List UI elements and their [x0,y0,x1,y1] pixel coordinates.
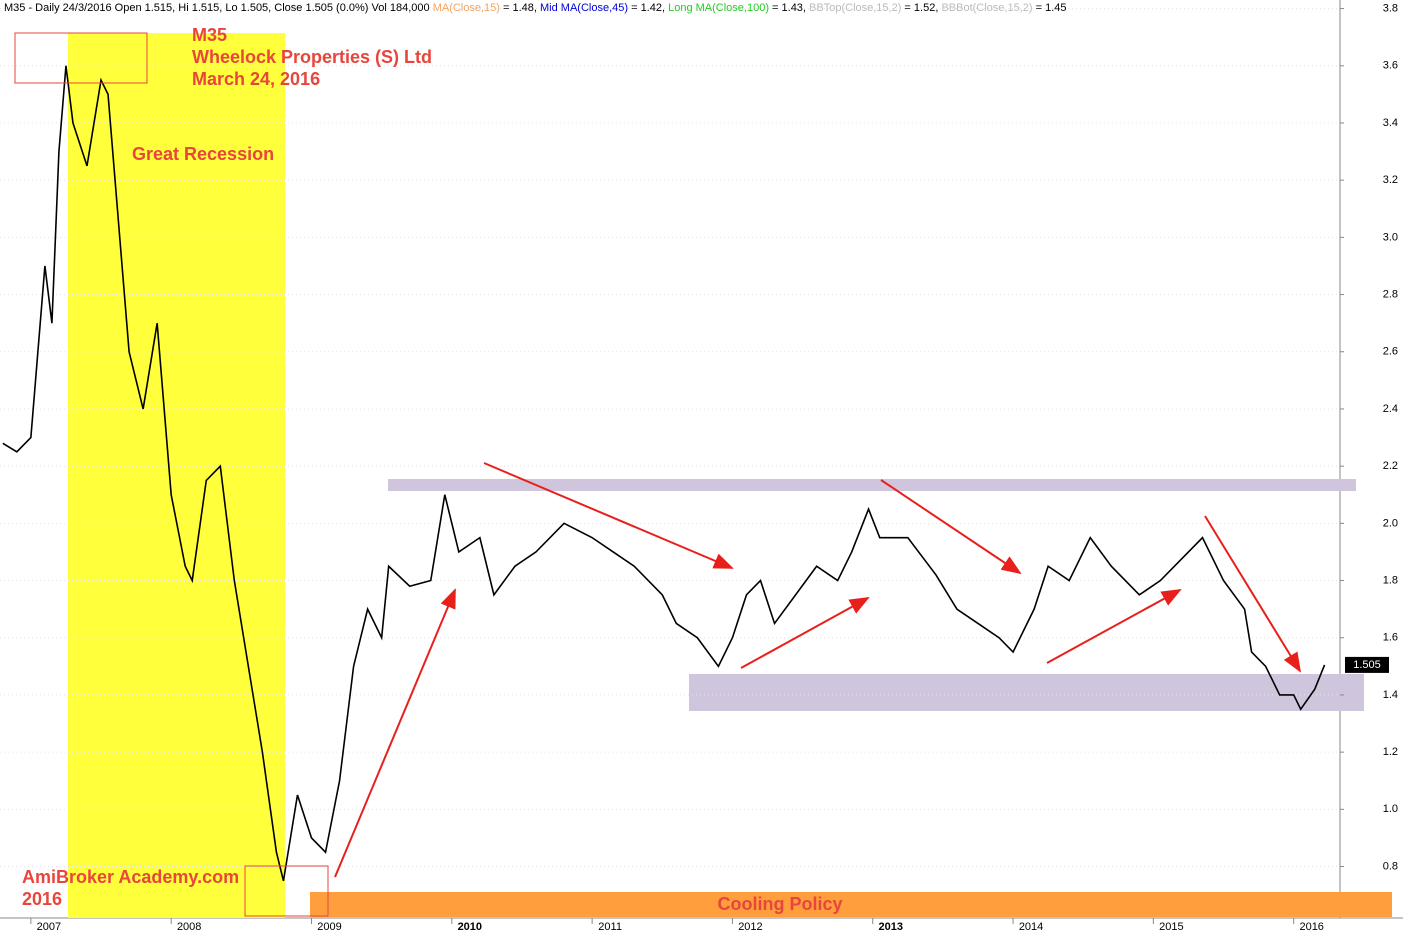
y-tick-label: 0.8 [1383,860,1398,872]
x-tick-label: 2013 [879,921,903,933]
header-text: Mid MA(Close,45) [540,2,628,14]
cooling-band [310,892,1392,917]
price-line [2,65,1326,882]
x-tick-label: 2012 [738,921,762,933]
header-text: MA(Close,15) [433,2,500,14]
marks [0,8,1340,882]
x-tick-label: 2015 [1159,921,1183,933]
arrow [740,597,870,669]
header-text: BBTop(Close,15,2) [809,2,901,14]
peak-box [14,32,148,84]
x-tick-label: 2008 [177,921,201,933]
y-tick-label: 3.6 [1383,60,1398,72]
support-band [689,674,1364,711]
annotation: Great Recession [132,144,274,164]
x-tick-label: 2010 [458,921,482,933]
resistance-band [388,479,1356,491]
x-tick-label: 2011 [598,921,622,933]
x-tick-label: 2007 [37,921,61,933]
arrow [334,588,456,878]
annotation: Wheelock Properties (S) Ltd [192,47,432,67]
y-tick-label: 3.8 [1383,2,1398,14]
trend-arrows [334,462,1302,878]
annotation: M35 [192,25,227,45]
header-text: = 1.48, [500,2,540,14]
y-tick-label: 3.2 [1383,174,1398,186]
arrow [1046,589,1182,664]
y-tick-label: 2.2 [1383,460,1398,472]
header-text: Long MA(Close,100) [668,2,769,14]
recession-band [68,33,285,918]
trough-box [244,865,329,917]
last-price-label: 1.505 [1353,659,1381,671]
arrow [1204,515,1302,673]
y-tick-label: 2.0 [1383,517,1398,529]
annotation: Cooling Policy [717,894,842,914]
y-tick-label: 3.0 [1383,231,1398,243]
arrow [483,462,734,569]
x-tick-label: 2009 [317,921,341,933]
y-tick-label: 1.2 [1383,746,1398,758]
header-text: = 1.52, [901,2,941,14]
y-tick-label: 2.4 [1383,403,1398,415]
arrow [880,479,1022,575]
y-tick-label: 2.6 [1383,346,1398,358]
x-tick-label: 2016 [1299,921,1323,933]
annotation: 2016 [22,889,62,909]
y-tick-label: 1.8 [1383,574,1398,586]
y-tick-label: 3.4 [1383,117,1398,129]
y-tick-label: 1.6 [1383,632,1398,644]
annotation: AmiBroker Academy.com [22,867,239,887]
header-text: = 1.45 [1033,2,1067,14]
y-tick-label: 1.0 [1383,803,1398,815]
header-text: = 1.42, [628,2,668,14]
header-text: BBBot(Close,15,2) [941,2,1032,14]
header-text: = 1.43, [769,2,809,14]
y-tick-label: 2.8 [1383,288,1398,300]
header: M35 - Daily 24/3/2016 Open 1.515, Hi 1.5… [4,2,1067,14]
x-tick-label: 2014 [1019,921,1043,933]
annotation: March 24, 2016 [192,69,320,89]
last-price-box [1345,656,1389,673]
y-tick-label: 1.4 [1383,689,1398,701]
header-text: M35 - Daily 24/3/2016 Open 1.515, Hi 1.5… [4,2,430,14]
